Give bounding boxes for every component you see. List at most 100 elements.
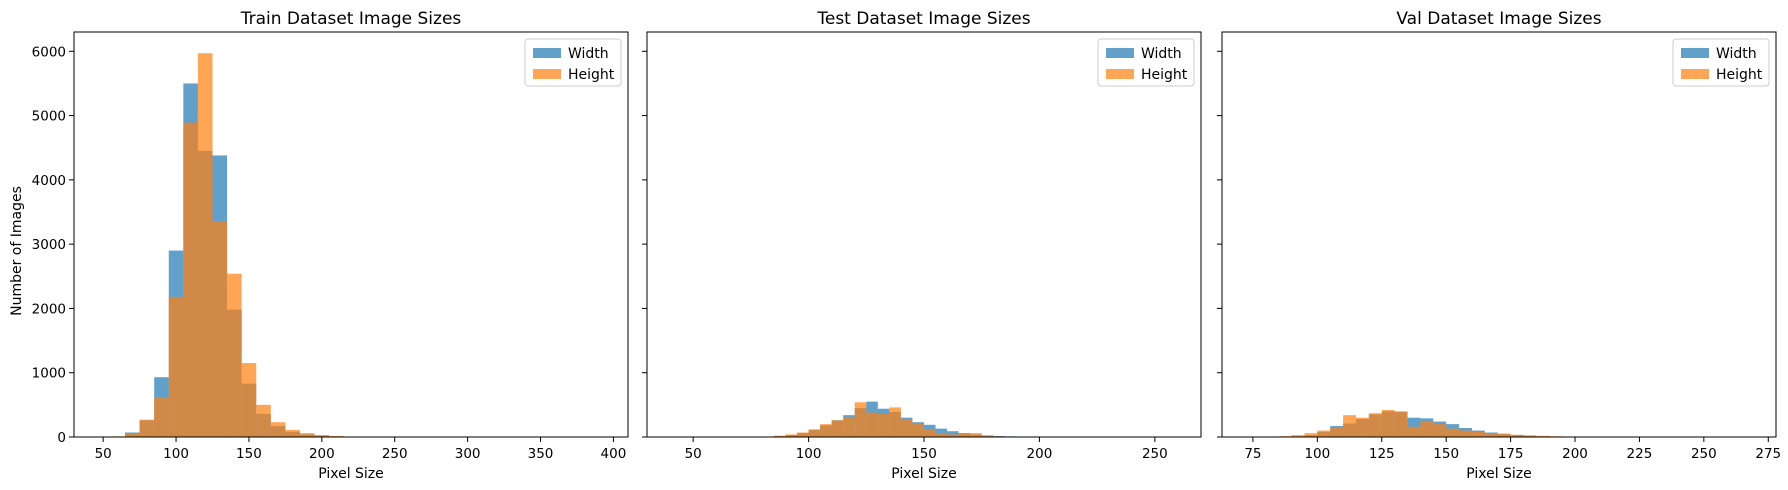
- x-tick-label: 175: [1498, 446, 1524, 462]
- bar-height-9: [843, 417, 855, 437]
- bar-height-17: [1471, 431, 1485, 437]
- bar-height-7: [1343, 415, 1356, 437]
- bar-height-15: [912, 424, 924, 437]
- bar-height-4: [785, 434, 798, 437]
- y-tick-label: 3000: [32, 237, 66, 253]
- chart-panel-1: 50 100 150 200 250 300 350 40001000200030004000…: [32, 9, 629, 482]
- legend-swatch-width: [1681, 48, 1709, 58]
- x-tick-label: 150: [1433, 446, 1459, 462]
- x-tick-label: 400: [601, 446, 627, 462]
- chart-title: Train Dataset Image Sizes: [240, 9, 462, 29]
- legend: Width Height: [1672, 38, 1770, 87]
- bar-height-14: [900, 419, 913, 437]
- chart-panel-2: 50 100 150 200 250 Test Dataset Image Sizes Pi…: [642, 9, 1202, 482]
- bar-height-7: [820, 424, 832, 437]
- bar-height-22: [1536, 435, 1550, 437]
- x-axis-label: Pixel Size: [1466, 466, 1532, 482]
- series-height: [1252, 410, 1640, 437]
- axes-frame: [73, 31, 629, 438]
- bar-height-3: [1291, 435, 1305, 437]
- bar-height-3: [139, 419, 155, 437]
- y-tick-label: 4000: [32, 173, 66, 189]
- bar-height-10: [1381, 410, 1395, 437]
- y-tick-label: 5000: [32, 109, 66, 125]
- legend-swatch-height: [1681, 69, 1709, 79]
- bar-height-13: [285, 429, 300, 437]
- x-tick-label: 350: [528, 446, 554, 462]
- bar-height-5: [168, 296, 184, 437]
- x-tick-label: 300: [455, 446, 481, 462]
- series-height: [95, 53, 388, 438]
- bar-height-14: [299, 433, 315, 437]
- x-tick-label: 125: [1369, 446, 1395, 462]
- chart-panel-3: 75 100 125 150 175 200 225 250 275 Val Dataset Im…: [1217, 9, 1781, 482]
- bar-height-15: [314, 435, 330, 437]
- x-tick-label: 150: [911, 446, 937, 462]
- bar-height-11: [866, 412, 878, 437]
- bar-height-19: [1497, 433, 1511, 437]
- bar-height-9: [1368, 413, 1382, 437]
- legend-label-width: Width: [1141, 46, 1182, 62]
- bar-height-3: [773, 435, 786, 437]
- bar-height-6: [183, 122, 198, 437]
- bar-height-8: [1355, 417, 1369, 437]
- bar-height-15: [1446, 428, 1460, 437]
- legend-label-height: Height: [568, 67, 615, 83]
- y-tick-label: 6000: [32, 44, 66, 60]
- axes-frame: [1221, 31, 1777, 438]
- bar-height-16: [924, 429, 936, 437]
- legend-label-height: Height: [1716, 67, 1763, 83]
- x-tick-label: 250: [382, 446, 408, 462]
- bar-height-12: [877, 413, 890, 437]
- bar-width-18: [947, 431, 959, 437]
- x-tick-label: 100: [796, 446, 822, 462]
- y-tick-label: 2000: [32, 301, 66, 317]
- axes-frame: [646, 31, 1202, 438]
- bar-height-13: [889, 407, 901, 437]
- bar-height-2: [125, 433, 140, 437]
- legend-label-height: Height: [1141, 67, 1188, 83]
- bar-height-21: [1523, 435, 1537, 437]
- bar-width-17: [935, 428, 948, 437]
- shared-y-axis-label: Number of Images: [9, 186, 25, 316]
- legend: Width Height: [1097, 38, 1195, 87]
- bar-height-6: [1330, 428, 1344, 437]
- legend-swatch-height: [533, 69, 561, 79]
- bar-height-19: [958, 433, 971, 437]
- x-tick-label: 50: [685, 446, 702, 462]
- x-tick-label: 50: [95, 446, 112, 462]
- bar-height-17: [935, 433, 948, 437]
- x-tick-label: 250: [1691, 446, 1717, 462]
- bar-height-18: [1484, 433, 1498, 437]
- x-axis-label: Pixel Size: [891, 466, 957, 482]
- bar-height-12: [1407, 426, 1421, 437]
- x-tick-label: 75: [1244, 446, 1261, 462]
- bar-height-5: [797, 432, 809, 437]
- bar-height-9: [227, 273, 242, 437]
- chart-title: Test Dataset Image Sizes: [816, 9, 1030, 29]
- legend-label-width: Width: [1716, 46, 1757, 62]
- x-tick-label: 225: [1627, 446, 1653, 462]
- legend-swatch-width: [533, 48, 561, 58]
- bar-height-7: [197, 53, 213, 438]
- bar-height-20: [970, 433, 982, 437]
- x-tick-label: 275: [1755, 446, 1781, 462]
- chart-title: Val Dataset Image Sizes: [1396, 9, 1601, 29]
- y-tick-label: 1000: [32, 366, 66, 382]
- x-tick-label: 200: [1027, 446, 1053, 462]
- x-tick-label: 150: [236, 446, 262, 462]
- bar-height-8: [831, 420, 844, 437]
- bar-height-10: [241, 363, 257, 437]
- bar-height-12: [270, 422, 286, 437]
- bar-height-16: [1459, 430, 1472, 437]
- bar-height-8: [212, 221, 228, 437]
- legend-label-width: Width: [568, 46, 609, 62]
- bar-height-13: [1420, 420, 1434, 437]
- x-axis-label: Pixel Size: [318, 466, 384, 482]
- bar-height-5: [1317, 430, 1331, 437]
- x-tick-label: 100: [1304, 446, 1330, 462]
- bar-height-6: [808, 429, 821, 437]
- bar-height-11: [1394, 411, 1408, 437]
- bar-height-10: [854, 402, 867, 437]
